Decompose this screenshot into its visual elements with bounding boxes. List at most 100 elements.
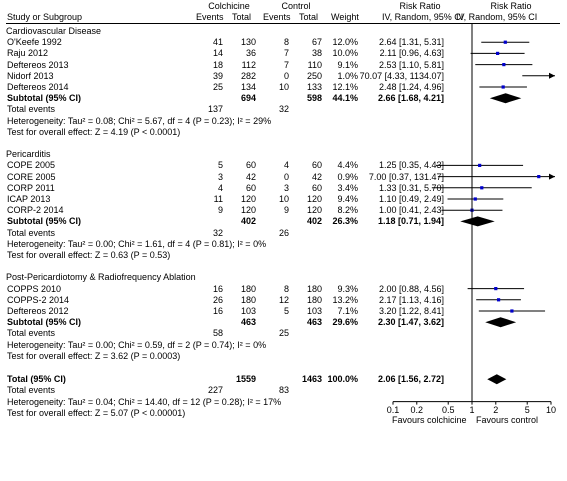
study-ctrl-total: 67: [311, 37, 322, 48]
header-ctrl-group: Control: [281, 1, 311, 11]
study-ci: 1.33 [0.31, 5.70]: [378, 182, 444, 193]
study-ci: 1.10 [0.49, 2.49]: [378, 194, 444, 204]
study-ctrl-events: 7: [283, 59, 289, 70]
study-ctrl-total: 42: [311, 171, 322, 182]
subtotal-exp-total: 402: [240, 216, 256, 227]
subtotal-ci: 1.18 [0.71, 1.94]: [377, 216, 444, 227]
study-ci: 70.07 [4.33, 1134.07]: [359, 70, 444, 81]
study-weight: 3.4%: [337, 182, 358, 193]
study-point: [480, 186, 484, 190]
study-weight: 9.1%: [337, 59, 358, 70]
study-weight: 0.9%: [337, 171, 358, 182]
study-name: COPE 2005: [7, 160, 56, 171]
total-events-label: Total events: [7, 385, 56, 396]
study-ctrl-total: 103: [306, 306, 322, 316]
total-events-label: Total events: [7, 104, 56, 115]
study-name: Deftereos 2014: [7, 82, 69, 92]
study-weight: 7.1%: [337, 306, 358, 316]
study-weight: 13.2%: [332, 294, 358, 305]
study-exp-total: 60: [245, 160, 256, 171]
header-rr-method-right: IV, Random, 95% CI: [456, 12, 538, 22]
header-rule: [6, 23, 560, 24]
subtotal-ci: 2.66 [1.68, 4.21]: [377, 93, 444, 104]
x-tick-label: 0.1: [386, 404, 400, 415]
study-exp-total: 180: [240, 283, 256, 294]
study-ci: 1.00 [0.41, 2.43]: [378, 205, 444, 216]
study-point: [473, 197, 477, 201]
study-name: COPPS 2010: [7, 283, 62, 294]
study-name: Deftereos 2012: [7, 306, 69, 316]
header-rr-title-right: Risk Ratio: [490, 1, 532, 11]
header-ctrl-total: Total: [299, 12, 319, 22]
study-name: ICAP 2013: [7, 194, 51, 204]
group-title: Cardiovascular Disease: [6, 26, 102, 36]
study-ci: 1.25 [0.35, 4.43]: [378, 160, 444, 171]
total-events-exp: 137: [207, 104, 223, 115]
total-events-label: Total events: [7, 227, 56, 238]
header-ctrl-events: Events: [263, 12, 291, 22]
study-exp-total: 282: [240, 70, 256, 81]
study-ctrl-total: 110: [307, 59, 322, 70]
study-point: [537, 175, 541, 179]
study-ci: 2.53 [1.10, 5.81]: [378, 59, 444, 70]
heterogeneity-text: Heterogeneity: Tau² = 0.00; Chi² = 1.61,…: [7, 238, 267, 249]
overall-effect-text: Test for overall effect: Z = 5.07 (P < 0…: [7, 407, 186, 418]
study-exp-events: 41: [212, 37, 223, 48]
study-ctrl-events: 10: [278, 82, 289, 92]
study-ctrl-events: 9: [283, 205, 289, 216]
study-weight: 12.0%: [332, 37, 358, 48]
study-weight: 8.2%: [337, 205, 358, 216]
study-weight: 10.0%: [332, 48, 358, 59]
total-exp-total: 1559: [235, 374, 256, 385]
header-exp-group: Colchicine: [208, 1, 250, 11]
total-events-exp: 32: [212, 227, 223, 238]
header-exp-total: Total: [232, 12, 252, 22]
total-ci: 2.06 [1.56, 2.72]: [377, 374, 444, 385]
study-ctrl-events: 3: [283, 182, 289, 193]
subtotal-ctrl-total: 598: [306, 93, 322, 104]
study-point: [496, 51, 500, 55]
study-exp-total: 180: [240, 294, 256, 305]
study-exp-events: 9: [217, 205, 223, 216]
study-ci-line-arrow: [549, 173, 555, 180]
study-ctrl-total: 180: [306, 283, 322, 294]
total-weight: 100.0%: [327, 374, 358, 385]
heterogeneity-text: Heterogeneity: Tau² = 0.08; Chi² = 5.67,…: [7, 115, 272, 126]
study-exp-total: 130: [240, 37, 256, 48]
study-exp-events: 39: [212, 70, 223, 81]
study-ctrl-events: 4: [283, 160, 289, 171]
subtotal-label: Subtotal (95% CI): [7, 216, 82, 227]
study-ci: 7.00 [0.37, 131.47]: [368, 171, 444, 182]
subtotal-label: Subtotal (95% CI): [7, 93, 82, 104]
subtotal-weight: 26.3%: [332, 216, 358, 227]
heterogeneity-text: Heterogeneity: Tau² = 0.04; Chi² = 14.40…: [7, 396, 282, 407]
study-ctrl-total: 60: [311, 182, 322, 193]
study-exp-events: 16: [212, 306, 223, 316]
header-exp-events: Events: [196, 12, 224, 22]
x-tick-label: 1: [469, 404, 475, 415]
study-ci-line-arrow: [549, 72, 555, 79]
x-label-left: Favours colchicine: [392, 414, 467, 425]
study-point: [496, 298, 501, 302]
study-point: [501, 85, 505, 89]
study-exp-total: 36: [245, 48, 256, 59]
study-point: [494, 287, 498, 291]
study-point: [503, 40, 507, 44]
total-label: Total (95% CI): [7, 374, 66, 385]
study-ctrl-total: 133: [306, 82, 322, 92]
study-exp-events: 14: [212, 48, 223, 59]
study-ctrl-total: 250: [306, 70, 322, 81]
study-ctrl-total: 38: [311, 48, 322, 59]
study-exp-events: 4: [217, 182, 223, 193]
group-title: Pericarditis: [6, 149, 51, 160]
study-weight: 12.1%: [332, 82, 358, 92]
study-exp-total: 112: [241, 59, 256, 70]
total-ctrl-total: 1463: [301, 374, 322, 385]
study-name: CORE 2005: [7, 171, 56, 182]
header-rr-title-left: Risk Ratio: [399, 1, 441, 11]
study-name: COPPS-2 2014: [7, 294, 70, 305]
study-name: O'Keefe 1992: [7, 37, 62, 48]
x-tick-label: 0.2: [410, 404, 424, 415]
study-exp-total: 120: [240, 205, 256, 216]
